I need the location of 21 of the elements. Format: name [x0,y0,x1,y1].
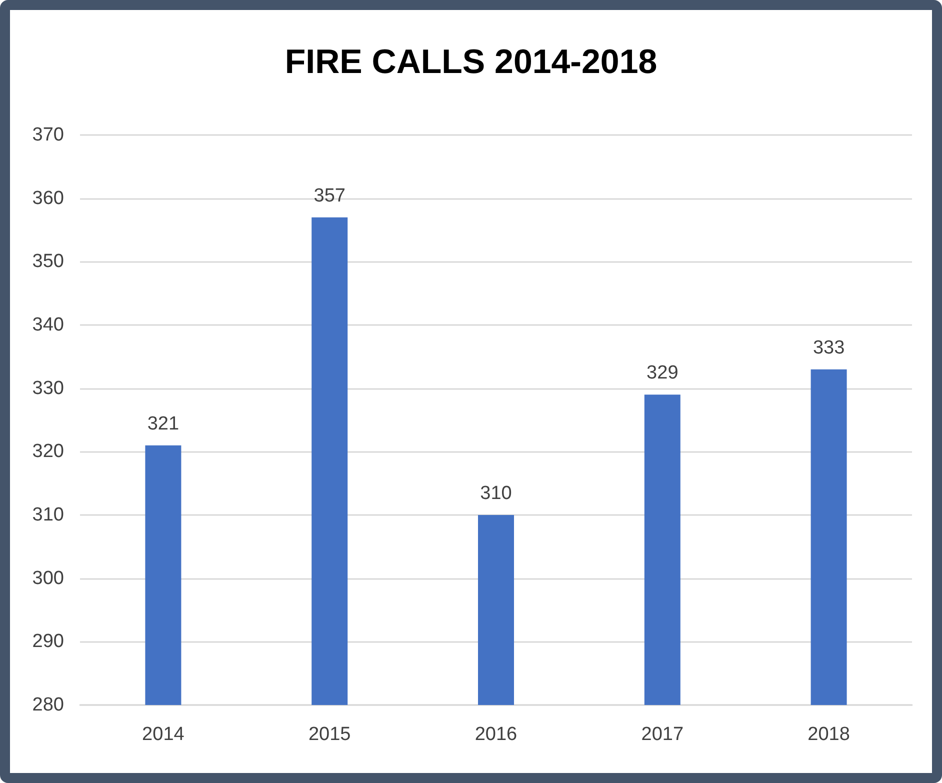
x-tick-label: 2015 [308,724,351,745]
chart-title: FIRE CALLS 2014-2018 [284,43,658,81]
data-label: 333 [812,337,845,358]
y-tick-label: 310 [32,504,64,526]
x-tick-label: 2016 [474,724,518,745]
y-tick-label: 330 [32,378,64,399]
data-label: 321 [147,413,180,434]
data-label: 310 [480,483,512,504]
y-tick-label: 360 [32,188,64,209]
y-tick-label: 340 [32,314,64,336]
y-tick-label: 280 [32,694,64,716]
x-tick-label: 2017 [641,724,684,745]
data-label: 329 [646,362,678,384]
y-tick-label: 290 [32,631,64,652]
y-tick-label: 320 [32,441,64,462]
x-tick-label: 2014 [142,724,185,745]
data-label: 357 [314,185,346,206]
y-tick-label: 370 [32,124,64,146]
y-tick-label: 300 [32,568,64,589]
x-tick-label: 2018 [808,724,850,745]
y-tick-label: 350 [32,251,64,272]
